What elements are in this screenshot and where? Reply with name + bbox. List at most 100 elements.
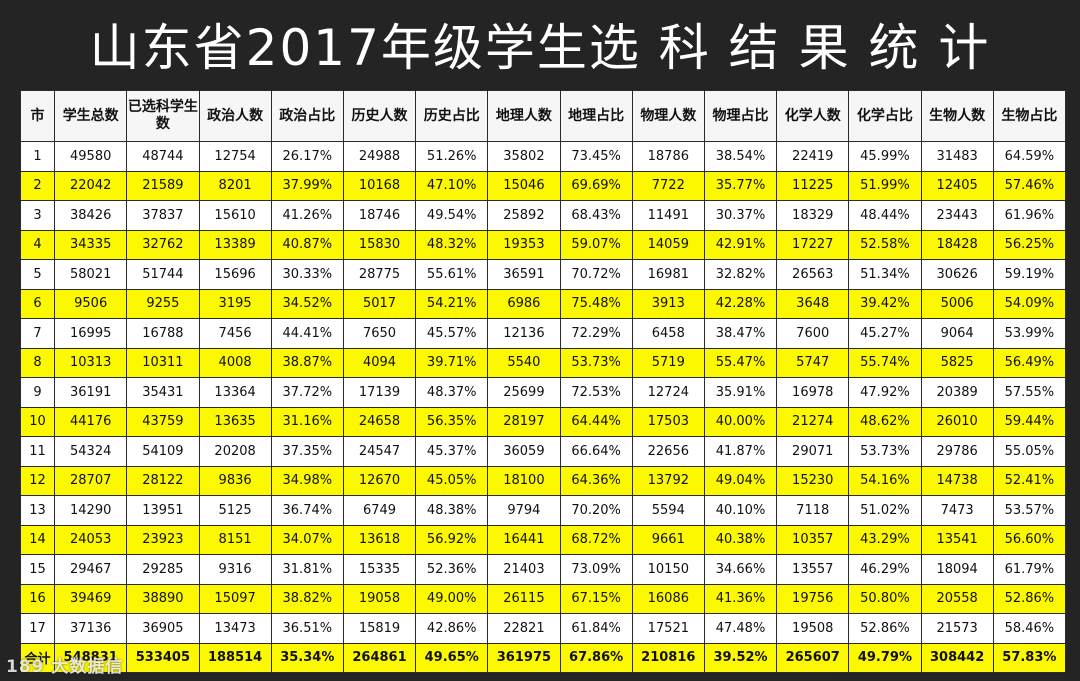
table-row: 1 49580 48744 12754 26.17% 24988 51.26% 35802 73… [19,141,1067,172]
table-cell: 7118 [776,495,850,526]
table-cell: 29467 [54,554,128,585]
column-header: 化学人数 [776,90,850,142]
table-cell: 35802 [487,141,561,172]
table-cell: 16441 [487,524,561,555]
table-cell: 34.98% [270,465,344,496]
table-cell: 15 [19,554,56,585]
table-cell: 16978 [776,377,850,408]
table-cell: 12754 [198,141,272,172]
table-row: 13 14290 13951 5125 36.74% 6749 48.38% 9794 70.2… [19,495,1067,526]
table-row: 9 36191 35431 13364 37.72% 17139 48.37% 25699 72… [19,377,1067,408]
table-cell: 7650 [342,318,417,349]
table-cell: 72.53% [559,377,633,408]
table-cell: 38.87% [270,347,344,378]
table-cell: 45.99% [848,141,922,172]
table-cell: 56.92% [415,524,489,555]
table-cell: 64.36% [559,465,633,496]
table-cell: 19353 [487,229,561,260]
table-cell: 1 [19,141,56,172]
table-cell: 53.73% [848,436,922,467]
total-row: 合计 548831 533405 188514 35.34% 264861 49.65% 36… [19,642,1067,673]
table-cell: 18329 [776,200,850,231]
table-cell: 42.28% [703,288,778,319]
table-cell: 8151 [198,524,272,555]
table-cell: 14 [19,524,56,555]
table-cell: 47.92% [848,377,922,408]
table-cell: 49.54% [415,200,489,231]
total-cell: 533405 [126,642,200,673]
table-cell: 6 [19,288,56,319]
table-cell: 5747 [776,347,850,378]
table-cell: 15230 [776,465,850,496]
table-cell: 45.05% [415,465,489,496]
table-cell: 19756 [776,583,850,614]
table-cell: 54.16% [848,465,922,496]
table-cell: 72.29% [559,318,633,349]
table-cell: 57.46% [992,170,1067,201]
table-cell: 17139 [342,377,417,408]
table-cell: 18100 [487,465,561,496]
table-cell: 11491 [631,200,705,231]
table-cell: 49.04% [703,465,778,496]
table-cell: 34335 [54,229,128,260]
table-cell: 59.07% [559,229,633,260]
table-row: 11 54324 54109 20208 37.35% 24547 45.37% 36059 6… [19,436,1067,467]
table-cell: 21403 [487,554,561,585]
table-cell: 13 [19,495,56,526]
table-cell: 48.32% [415,229,489,260]
table-cell: 57.55% [992,377,1067,408]
table-cell: 51.26% [415,141,489,172]
table-cell: 15830 [342,229,417,260]
table-cell: 32.82% [703,259,778,290]
table-cell: 48.62% [848,406,922,437]
table-cell: 55.05% [992,436,1067,467]
table-cell: 21573 [920,613,994,644]
table-cell: 12136 [487,318,561,349]
table-cell: 61.79% [992,554,1067,585]
column-header: 政治人数 [198,90,272,142]
table-cell: 41.26% [270,200,344,231]
table-cell: 15610 [198,200,272,231]
table-row: 3 38426 37837 15610 41.26% 18746 49.54% 25892 68… [19,200,1067,231]
table-cell: 34.66% [703,554,778,585]
watermark: 189 大数据信 [6,657,124,677]
table-cell: 66.64% [559,436,633,467]
table-cell: 22042 [54,170,128,201]
table-cell: 38.54% [703,141,778,172]
table-cell: 37.99% [270,170,344,201]
table-cell: 51.34% [848,259,922,290]
table-cell: 38.47% [703,318,778,349]
table-row: 4 34335 32762 13389 40.87% 15830 48.32% 19353 59… [19,229,1067,260]
table-cell: 36905 [126,613,200,644]
table-cell: 24053 [54,524,128,555]
table-cell: 29285 [126,554,200,585]
table-cell: 13389 [198,229,272,260]
table-cell: 73.45% [559,141,633,172]
table-cell: 37.35% [270,436,344,467]
total-cell: 264861 [342,642,417,673]
table-cell: 45.57% [415,318,489,349]
table-cell: 29786 [920,436,994,467]
table-body: 1 49580 48744 12754 26.17% 24988 51.26% 35802 73… [19,141,1067,673]
table-cell: 4008 [198,347,272,378]
table-cell: 68.72% [559,524,633,555]
table-cell: 39.42% [848,288,922,319]
table-cell: 52.86% [992,583,1067,614]
table-cell: 75.48% [559,288,633,319]
table-cell: 16981 [631,259,705,290]
table-cell: 5719 [631,347,705,378]
table-cell: 10311 [126,347,200,378]
total-cell: 210816 [631,642,705,673]
table-cell: 54.09% [992,288,1067,319]
table-cell: 53.99% [992,318,1067,349]
total-cell: 57.83% [992,642,1067,673]
column-header: 生物人数 [920,90,994,142]
table-cell: 9836 [198,465,272,496]
table-row: 12 28707 28122 9836 34.98% 12670 45.05% 18100 64… [19,465,1067,496]
table-cell: 10313 [54,347,128,378]
table-cell: 51.02% [848,495,922,526]
table-cell: 43759 [126,406,200,437]
table-cell: 41.36% [703,583,778,614]
table-cell: 26563 [776,259,850,290]
table-cell: 10357 [776,524,850,555]
